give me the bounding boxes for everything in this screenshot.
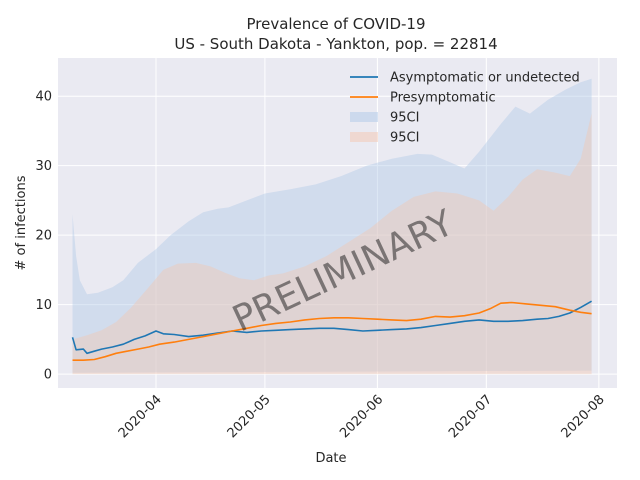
asymptomatic-line [71, 300, 592, 355]
ci-band-0 [72, 78, 592, 373]
ci-band-1 [72, 113, 592, 375]
chart-subtitle: US - South Dakota - Yankton, pop. = 2281… [174, 35, 497, 53]
legend-label: 95CI [390, 111, 419, 126]
chart-title: Prevalence of COVID-19 [246, 15, 425, 33]
y-tick-label: 0 [44, 368, 52, 383]
legend-swatch [350, 112, 378, 122]
legend: Asymptomatic or undetected Presymptomatic… [350, 71, 580, 146]
y-axis-label: # of infections [14, 175, 29, 270]
y-tick-label: 30 [35, 159, 52, 174]
y-axis-ticks: 0 10 20 30 40 [35, 90, 52, 383]
presymptomatic-line [72, 301, 592, 362]
legend-label: Presymptomatic [390, 91, 496, 106]
series-lines [71, 300, 592, 362]
y-tick-label: 20 [35, 229, 52, 244]
legend-label: Asymptomatic or undetected [390, 71, 580, 86]
y-tick-label: 10 [35, 298, 52, 313]
y-tick-label: 40 [35, 90, 52, 105]
x-axis-label: Date [315, 451, 346, 466]
legend-label: 95CI [390, 131, 419, 146]
confidence-bands [72, 78, 592, 375]
legend-swatch [350, 132, 378, 142]
grid [58, 58, 617, 388]
